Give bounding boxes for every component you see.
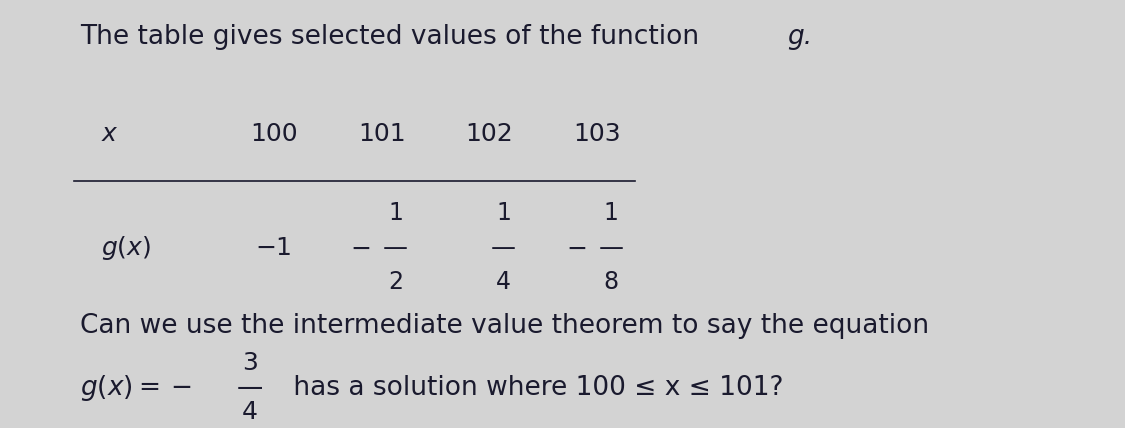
Text: 1: 1 bbox=[496, 201, 511, 225]
Text: $g(x) = -$: $g(x) = -$ bbox=[80, 373, 191, 403]
Text: 100: 100 bbox=[250, 122, 298, 146]
Text: 101: 101 bbox=[358, 122, 405, 146]
Text: —: — bbox=[598, 236, 623, 260]
Text: 1: 1 bbox=[388, 201, 403, 225]
Text: $x$: $x$ bbox=[101, 122, 119, 146]
Text: —: — bbox=[384, 236, 408, 260]
Text: The table gives selected values of the function: The table gives selected values of the f… bbox=[80, 24, 708, 51]
Text: Can we use the intermediate value theorem to say the equation: Can we use the intermediate value theore… bbox=[80, 313, 929, 339]
Text: —: — bbox=[490, 236, 516, 260]
Text: has a solution where 100 ≤ x ≤ 101?: has a solution where 100 ≤ x ≤ 101? bbox=[285, 375, 783, 401]
Text: 1: 1 bbox=[604, 201, 619, 225]
Text: 4: 4 bbox=[242, 400, 258, 424]
Text: $g(x)$: $g(x)$ bbox=[101, 234, 151, 262]
Text: $-1$: $-1$ bbox=[255, 236, 292, 260]
Text: g.: g. bbox=[788, 24, 812, 51]
Text: $-$: $-$ bbox=[566, 236, 586, 260]
Text: $-$: $-$ bbox=[350, 236, 370, 260]
Text: 103: 103 bbox=[574, 122, 621, 146]
Text: 3: 3 bbox=[242, 351, 258, 375]
Text: 4: 4 bbox=[496, 270, 511, 294]
Text: 8: 8 bbox=[604, 270, 619, 294]
Text: —: — bbox=[237, 375, 263, 401]
Text: 102: 102 bbox=[466, 122, 513, 146]
Text: 2: 2 bbox=[388, 270, 403, 294]
